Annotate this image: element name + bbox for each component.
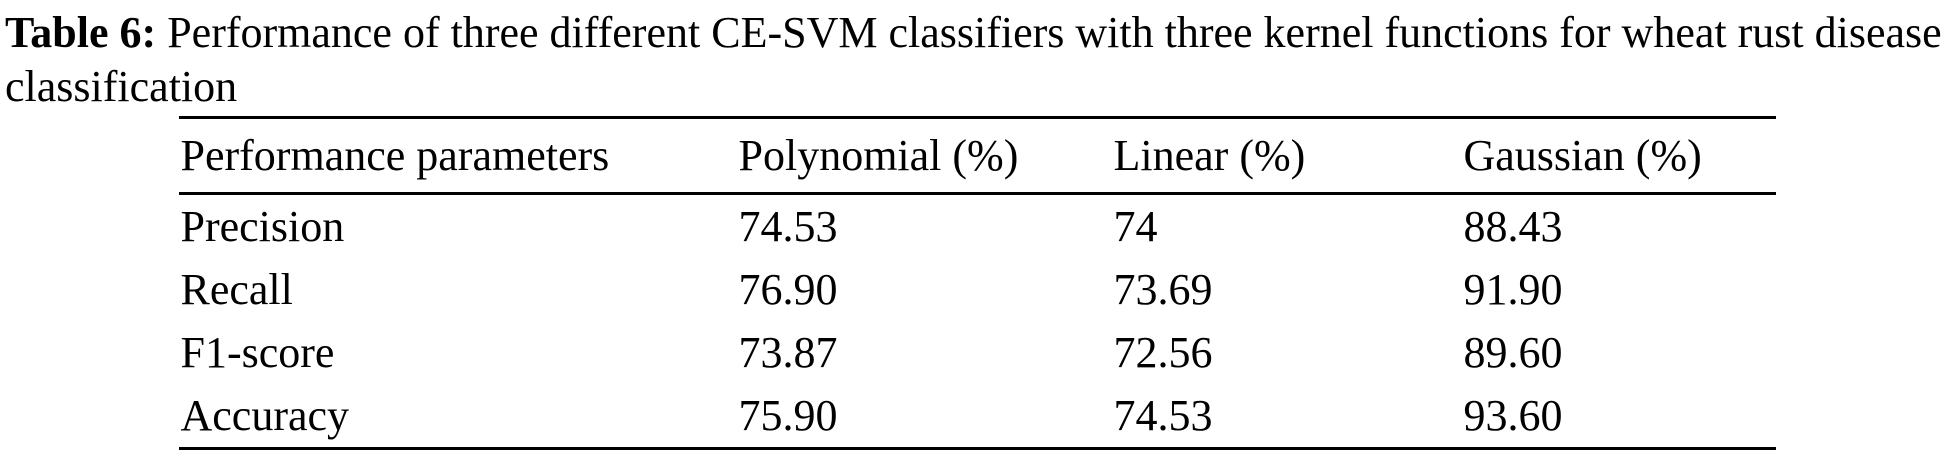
cell-value: 74.53 xyxy=(738,202,838,251)
table-row-accuracy: Accuracy 75.90 74.53 93.60 xyxy=(179,384,1776,449)
row-label: Recall xyxy=(180,265,293,314)
table-caption-text: Performance of three different CE-SVM cl… xyxy=(5,8,1942,111)
row-label: F1-score xyxy=(180,328,335,377)
table-header-row: Performance parameters Polynomial (%) Li… xyxy=(178,117,1776,195)
performance-table: Performance parameters Polynomial (%) Li… xyxy=(178,116,1776,450)
cell-value: 73.87 xyxy=(738,328,838,377)
table-caption: Table 6: Performance of three different … xyxy=(0,0,1954,114)
table-caption-label: Table 6: xyxy=(5,8,157,57)
cell-value: 73.69 xyxy=(1113,265,1213,314)
cell-value: 74.53 xyxy=(1113,391,1213,440)
cell-value: 74 xyxy=(1113,202,1158,251)
table-row-precision: Precision 74.53 74 88.43 xyxy=(179,194,1776,259)
cell-value: 91.90 xyxy=(1463,265,1563,314)
table-row-recall: Recall 76.90 73.69 91.90 xyxy=(179,258,1776,321)
cell-value: 93.60 xyxy=(1463,391,1563,440)
column-header-linear: Linear (%) xyxy=(1111,117,1462,195)
cell-value: 75.90 xyxy=(738,391,838,440)
cell-value: 76.90 xyxy=(738,265,838,314)
cell-value: 89.60 xyxy=(1463,328,1563,377)
column-header-gaussian: Gaussian (%) xyxy=(1461,117,1776,195)
cell-value: 72.56 xyxy=(1113,328,1213,377)
row-label: Precision xyxy=(180,202,345,251)
table-row-f1-score: F1-score 73.87 72.56 89.60 xyxy=(179,321,1776,384)
row-label: Accuracy xyxy=(180,391,350,440)
cell-value: 88.43 xyxy=(1463,202,1563,251)
column-header-performance-parameters: Performance parameters xyxy=(178,117,737,195)
column-header-polynomial: Polynomial (%) xyxy=(736,117,1112,195)
